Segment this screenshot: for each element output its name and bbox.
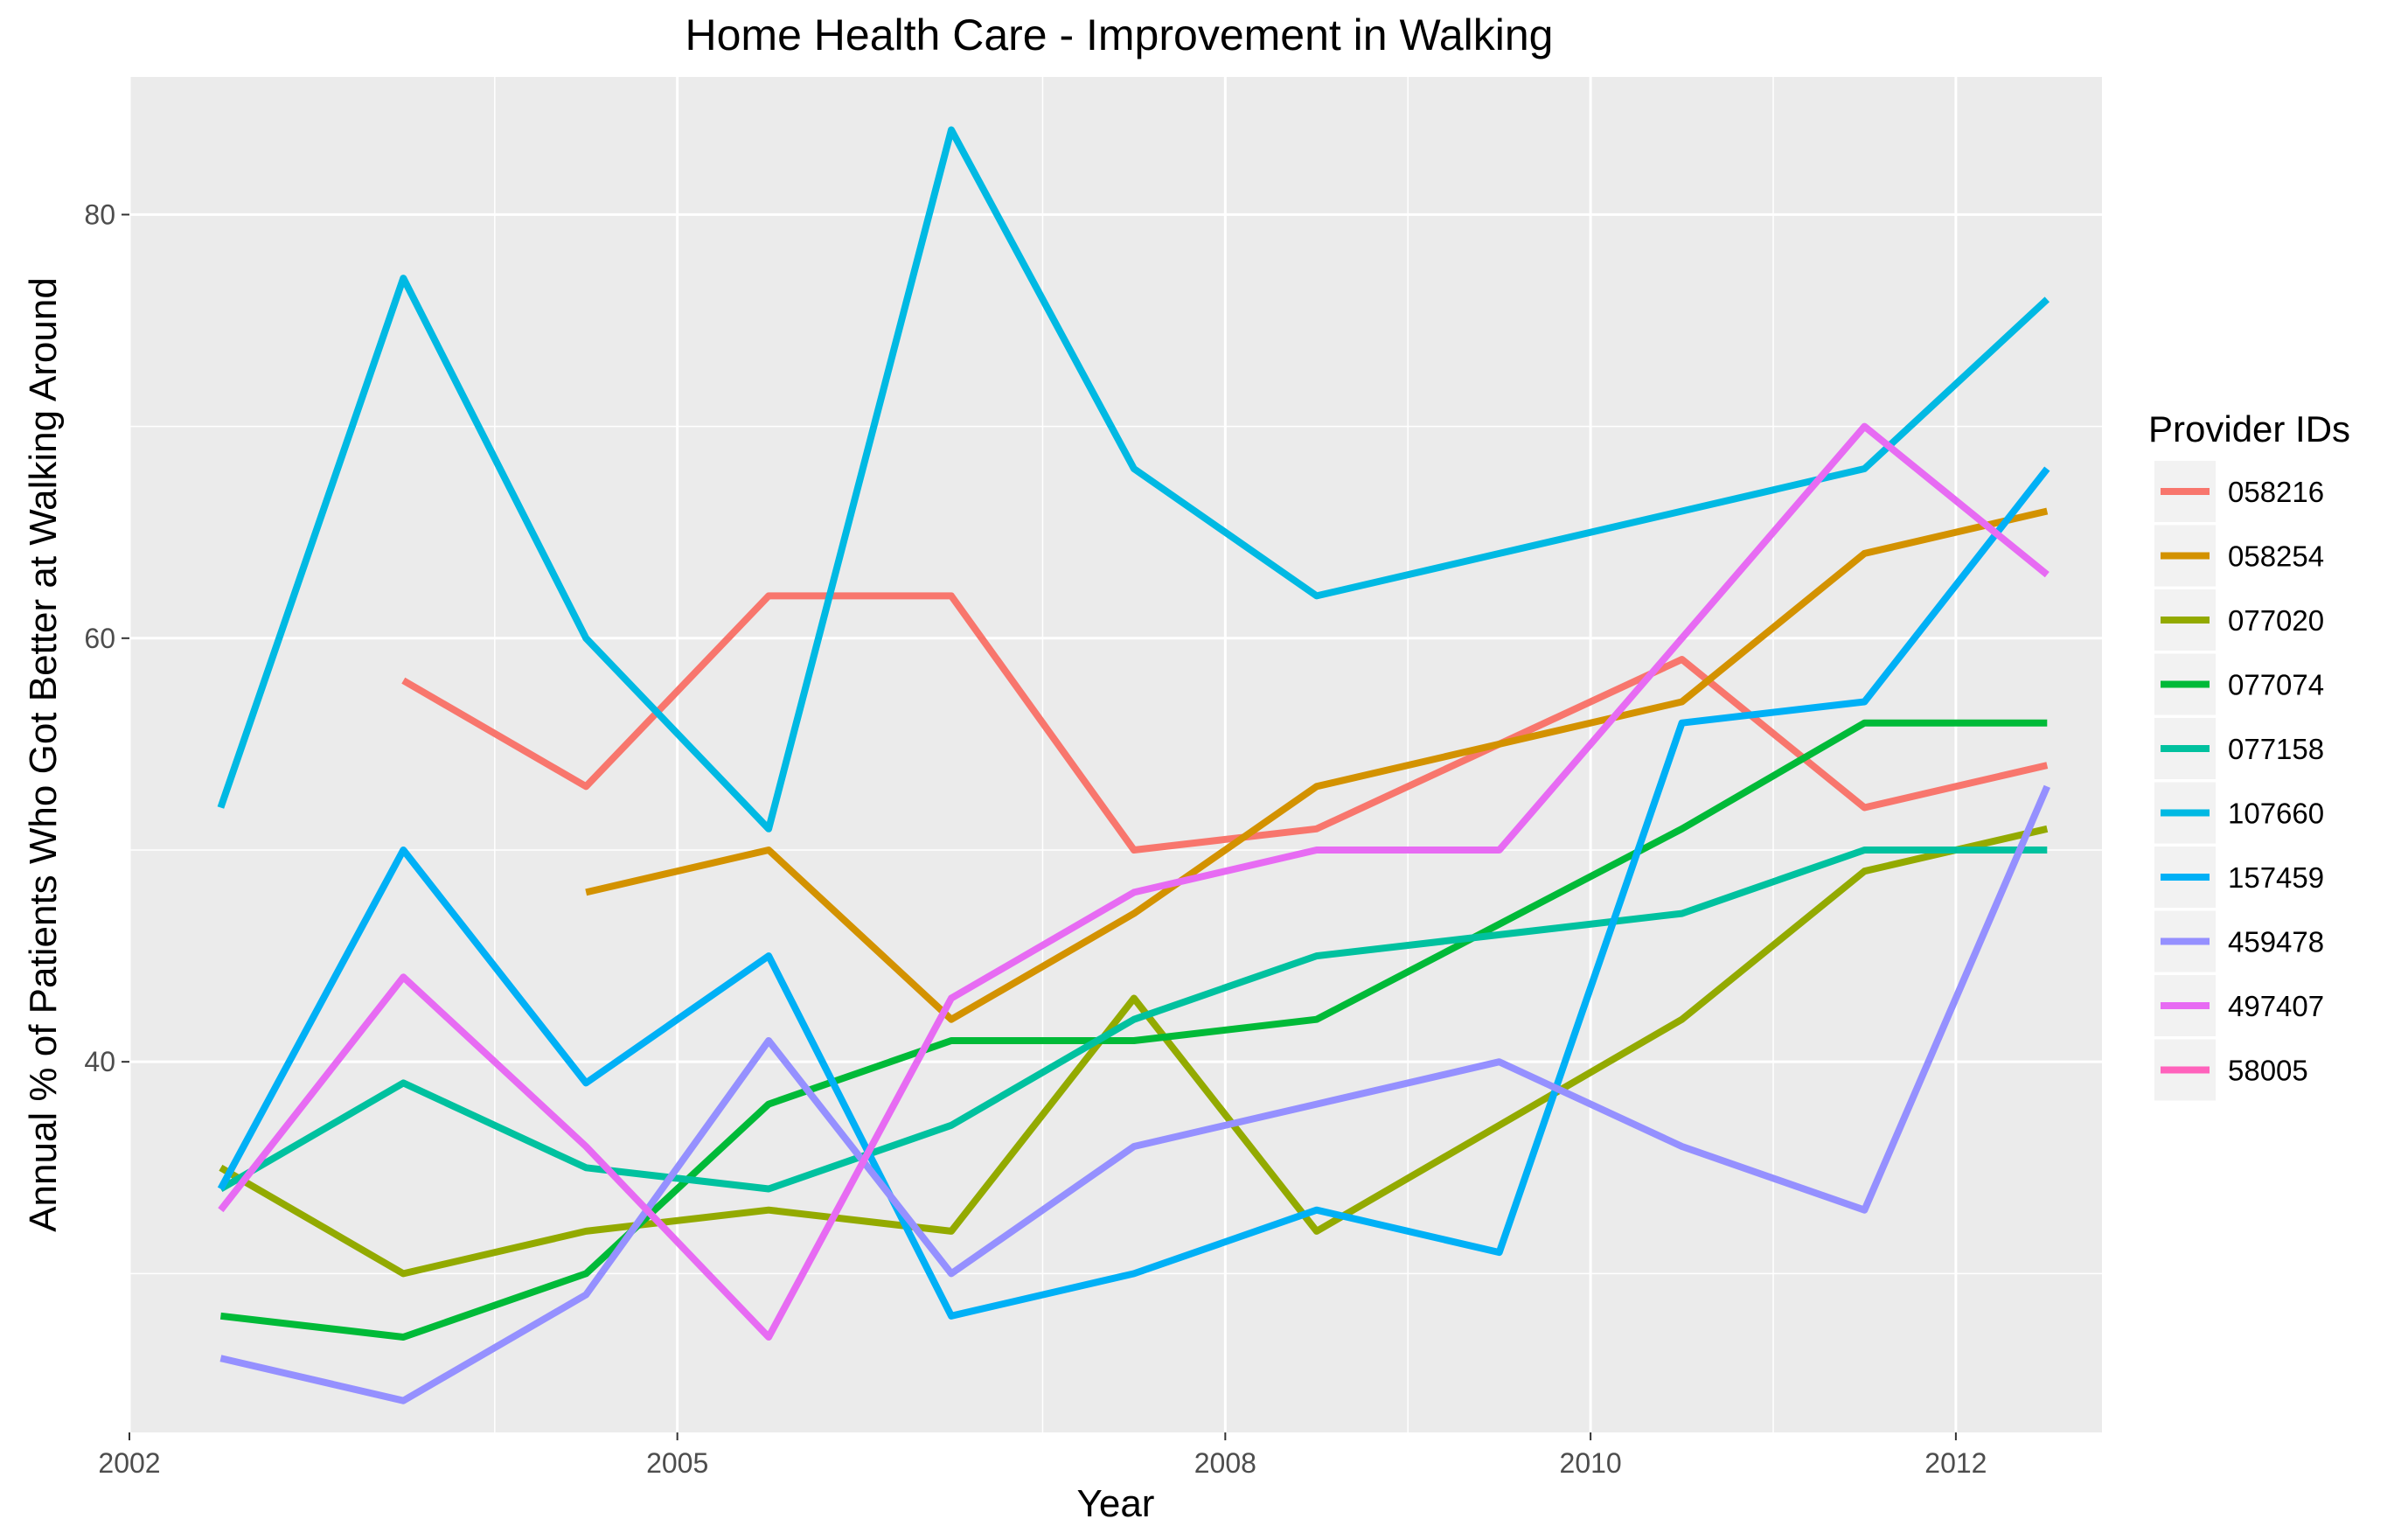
legend-label-058254: 058254 bbox=[2228, 540, 2324, 573]
legend-label-459478: 459478 bbox=[2228, 926, 2324, 958]
y-tick-label: 80 bbox=[84, 199, 115, 230]
series-line-107660 bbox=[217, 126, 2050, 833]
series-line-157459 bbox=[217, 466, 2050, 1320]
series-line-058254 bbox=[585, 507, 2049, 1023]
series-lines bbox=[217, 126, 2050, 1404]
series-line-077020 bbox=[219, 825, 2049, 1278]
series-line-497407 bbox=[218, 422, 2050, 1341]
legend-title: Provider IDs bbox=[2148, 408, 2350, 449]
legend-label-077074: 077074 bbox=[2228, 669, 2324, 701]
y-tick-label: 60 bbox=[84, 623, 115, 654]
legend-label-58005: 58005 bbox=[2228, 1055, 2308, 1087]
y-tick-label: 40 bbox=[84, 1046, 115, 1077]
x-tick-label: 2010 bbox=[1560, 1447, 1622, 1479]
chart-title: Home Health Care - Improvement in Walkin… bbox=[686, 10, 1554, 59]
x-tick-label: 2002 bbox=[98, 1447, 160, 1479]
y-axis-title: Annual % of Patients Who Got Better at W… bbox=[22, 277, 65, 1232]
legend: Provider IDs 058216 058254 077020 077074 077… bbox=[2148, 408, 2350, 1101]
y-axis-ticks: 40 60 80 bbox=[84, 199, 129, 1077]
series-line-077158 bbox=[219, 847, 2048, 1193]
legend-label-077158: 077158 bbox=[2228, 733, 2324, 765]
series-line-058216 bbox=[401, 592, 2049, 854]
legend-items: 058216 058254 077020 077074 077158 107660 1574… bbox=[2154, 461, 2324, 1101]
series-line-459478 bbox=[219, 784, 2050, 1404]
x-tick-label: 2008 bbox=[1194, 1447, 1256, 1479]
legend-label-058216: 058216 bbox=[2228, 476, 2324, 508]
x-tick-label: 2012 bbox=[1924, 1447, 1987, 1479]
x-tick-label: 2005 bbox=[646, 1447, 708, 1479]
legend-label-107660: 107660 bbox=[2228, 798, 2324, 830]
series-line-077074 bbox=[219, 719, 2048, 1341]
x-axis-ticks: 2002 2005 2008 2010 2012 bbox=[98, 1432, 1987, 1479]
x-axis-title: Year bbox=[1077, 1482, 1155, 1525]
legend-label-077020: 077020 bbox=[2228, 604, 2324, 637]
legend-label-497407: 497407 bbox=[2228, 990, 2324, 1022]
major-gridlines bbox=[128, 77, 2102, 1432]
legend-label-157459: 157459 bbox=[2228, 861, 2324, 894]
